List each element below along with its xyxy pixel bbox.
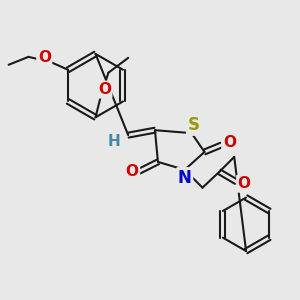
Text: O: O <box>126 164 139 179</box>
Text: S: S <box>188 116 200 134</box>
Text: O: O <box>38 50 51 65</box>
Text: O: O <box>238 176 250 191</box>
Text: O: O <box>98 82 111 97</box>
Text: O: O <box>223 135 236 150</box>
Text: N: N <box>178 169 192 187</box>
Text: H: H <box>108 134 121 148</box>
